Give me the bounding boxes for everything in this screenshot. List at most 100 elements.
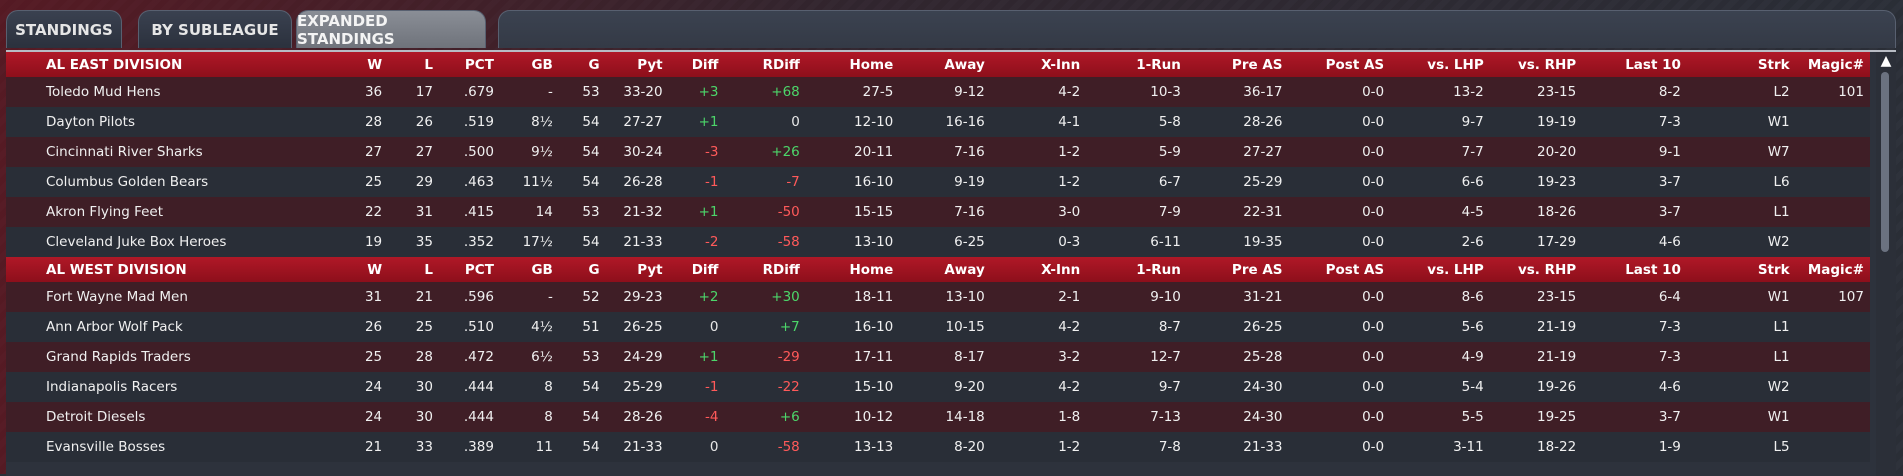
division-name[interactable]: AL WEST DIVISION	[6, 257, 352, 282]
column-header-away[interactable]: Away	[899, 52, 991, 77]
cell-rdiff: +26	[724, 137, 806, 167]
cell-vs-lhp: 4-5	[1390, 197, 1490, 227]
column-header-w[interactable]: W	[351, 257, 389, 282]
team-name-link[interactable]: Cincinnati River Sharks	[6, 137, 352, 167]
table-row[interactable]: Indianapolis Racers 24 30.444 8 54 25-29 -1 -22…	[6, 372, 1870, 402]
cell-vs-lhp: 6-6	[1390, 167, 1490, 197]
team-name-link[interactable]: Ann Arbor Wolf Pack	[6, 312, 352, 342]
cell-pyt: 24-29	[605, 342, 669, 372]
column-header-one-run[interactable]: 1-Run	[1086, 52, 1187, 77]
table-row[interactable]: Columbus Golden Bears 25 29.463 11½ 54 26-28-…	[6, 167, 1870, 197]
column-header-post-as[interactable]: Post AS	[1288, 52, 1391, 77]
cell-pyt: 27-27	[605, 107, 669, 137]
column-header-gb[interactable]: GB	[499, 52, 559, 77]
cell-pyt: 26-28	[605, 167, 669, 197]
cell-diff: 0	[668, 432, 725, 462]
tab-by-subleague[interactable]: BY SUBLEAGUE	[138, 10, 292, 48]
column-header-one-run[interactable]: 1-Run	[1086, 257, 1187, 282]
table-row[interactable]: Fort Wayne Mad Men 31 21.596-52 29-23 +2 +30 1…	[6, 282, 1870, 312]
column-header-w[interactable]: W	[351, 52, 389, 77]
column-header-home[interactable]: Home	[805, 52, 900, 77]
column-header-magic-number[interactable]: Magic#	[1795, 52, 1870, 77]
column-header-post-as[interactable]: Post AS	[1288, 257, 1391, 282]
column-header-l[interactable]: L	[388, 52, 439, 77]
cell-vs-rhp: 17-29	[1489, 227, 1583, 257]
table-row[interactable]: Grand Rapids Traders 25 28.472 6½ 53 24-29 +1-…	[6, 342, 1870, 372]
tab-standings[interactable]: STANDINGS	[6, 10, 122, 48]
column-header-pre-as[interactable]: Pre AS	[1186, 257, 1289, 282]
cell-vs-rhp: 21-19	[1489, 312, 1583, 342]
cell-magic-number	[1795, 137, 1870, 167]
cell-one-run: 5-8	[1086, 107, 1187, 137]
column-header-rdiff[interactable]: RDiff	[724, 52, 806, 77]
column-header-pre-as[interactable]: Pre AS	[1186, 52, 1289, 77]
cell-vs-lhp: 7-7	[1390, 137, 1490, 167]
column-header-away[interactable]: Away	[899, 257, 991, 282]
column-header-vs-lhp[interactable]: vs. LHP	[1390, 257, 1490, 282]
column-header-pct[interactable]: PCT	[438, 257, 500, 282]
team-name-link[interactable]: Toledo Mud Hens	[6, 77, 352, 107]
column-header-last-10[interactable]: Last 10	[1582, 257, 1687, 282]
column-header-vs-rhp[interactable]: vs. RHP	[1489, 52, 1583, 77]
cell-away: 7-16	[899, 137, 991, 167]
column-header-magic-number[interactable]: Magic#	[1795, 257, 1870, 282]
column-header-gb[interactable]: GB	[499, 257, 559, 282]
team-name-link[interactable]: Grand Rapids Traders	[6, 342, 352, 372]
column-header-g[interactable]: G	[558, 52, 606, 77]
column-header-diff[interactable]: Diff	[668, 257, 725, 282]
table-row[interactable]: Dayton Pilots 28 26.519 8½ 54 27-27 +1 0 12-10 16…	[6, 107, 1870, 137]
cell-one-run: 10-3	[1086, 77, 1187, 107]
cell-pyt: 26-25	[605, 312, 669, 342]
column-header-rdiff[interactable]: RDiff	[724, 257, 806, 282]
column-header-last-10[interactable]: Last 10	[1582, 52, 1687, 77]
column-header-streak[interactable]: Strk	[1686, 52, 1796, 77]
column-header-vs-lhp[interactable]: vs. LHP	[1390, 52, 1490, 77]
column-header-g[interactable]: G	[558, 257, 606, 282]
division-name[interactable]: AL EAST DIVISION	[6, 52, 352, 77]
cell-rdiff: +6	[724, 402, 806, 432]
column-header-l[interactable]: L	[388, 257, 439, 282]
column-header-vs-rhp[interactable]: vs. RHP	[1489, 257, 1583, 282]
vertical-scrollbar[interactable]: ▲	[1876, 52, 1896, 476]
cell-pre-as: 21-33	[1186, 432, 1289, 462]
table-row[interactable]: Evansville Bosses 21 33.389 11 54 21-33 0 -58 13…	[6, 432, 1870, 462]
cell-l: 33	[388, 432, 439, 462]
team-name-link[interactable]: Cleveland Juke Box Heroes	[6, 227, 352, 257]
column-header-streak[interactable]: Strk	[1686, 257, 1796, 282]
team-name-link[interactable]: Evansville Bosses	[6, 432, 352, 462]
tab-expanded-standings[interactable]: EXPANDED STANDINGS	[296, 10, 486, 48]
table-row[interactable]: Toledo Mud Hens 36 17.679-53 33-20 +3 +68 27-5…	[6, 77, 1870, 107]
column-header-pct[interactable]: PCT	[438, 52, 500, 77]
team-name-link[interactable]: Dayton Pilots	[6, 107, 352, 137]
column-header-x-inn[interactable]: X-Inn	[990, 257, 1087, 282]
column-header-x-inn[interactable]: X-Inn	[990, 52, 1087, 77]
cell-pyt: 21-32	[605, 197, 669, 227]
team-name-link[interactable]: Akron Flying Feet	[6, 197, 352, 227]
table-row[interactable]: Detroit Diesels 24 30.444 8 54 28-26 -4 +6 10-12…	[6, 402, 1870, 432]
cell-gb: -	[499, 282, 559, 312]
cell-vs-lhp: 13-2	[1390, 77, 1490, 107]
cell-w: 26	[351, 312, 389, 342]
team-name-link[interactable]: Fort Wayne Mad Men	[6, 282, 352, 312]
table-row[interactable]: Akron Flying Feet 22 31.415 14 53 21-32 +1 -50 1…	[6, 197, 1870, 227]
scroll-up-icon[interactable]: ▲	[1880, 53, 1892, 69]
table-row[interactable]: Cleveland Juke Box Heroes 19 35.352 17½ 54 21…	[6, 227, 1870, 257]
team-name-link[interactable]: Detroit Diesels	[6, 402, 352, 432]
cell-post-as: 0-0	[1288, 372, 1391, 402]
column-header-pyt[interactable]: Pyt	[605, 257, 669, 282]
column-header-diff[interactable]: Diff	[668, 52, 725, 77]
scroll-thumb[interactable]	[1881, 72, 1889, 252]
cell-diff: 0	[668, 312, 725, 342]
team-name-link[interactable]: Columbus Golden Bears	[6, 167, 352, 197]
cell-away: 7-16	[899, 197, 991, 227]
team-name-link[interactable]: Indianapolis Racers	[6, 372, 352, 402]
cell-streak: W2	[1686, 227, 1796, 257]
table-row[interactable]: Cincinnati River Sharks 27 27.500 9½ 54 30-24…	[6, 137, 1870, 167]
cell-vs-rhp: 19-19	[1489, 107, 1583, 137]
cell-away: 9-12	[899, 77, 991, 107]
cell-rdiff: -58	[724, 227, 806, 257]
cell-magic-number	[1795, 432, 1870, 462]
table-row[interactable]: Ann Arbor Wolf Pack 26 25.510 4½ 51 26-25 0 +7 1…	[6, 312, 1870, 342]
column-header-pyt[interactable]: Pyt	[605, 52, 669, 77]
column-header-home[interactable]: Home	[805, 257, 900, 282]
